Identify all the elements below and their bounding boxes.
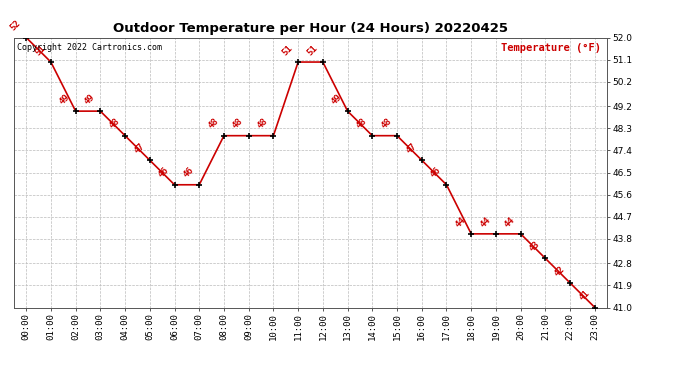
Text: 47: 47 — [404, 141, 418, 155]
Text: 46: 46 — [181, 166, 195, 180]
Text: 48: 48 — [206, 117, 220, 131]
Text: 41: 41 — [577, 289, 591, 303]
Text: 49: 49 — [58, 92, 72, 106]
Text: 47: 47 — [132, 141, 146, 155]
Text: 42: 42 — [553, 264, 566, 278]
Text: 48: 48 — [108, 117, 121, 131]
Text: 49: 49 — [83, 92, 97, 106]
Text: 44: 44 — [478, 215, 492, 229]
Title: Outdoor Temperature per Hour (24 Hours) 20220425: Outdoor Temperature per Hour (24 Hours) … — [113, 22, 508, 35]
Text: 48: 48 — [380, 117, 393, 131]
Text: 43: 43 — [528, 240, 542, 254]
Text: 51: 51 — [305, 43, 319, 57]
Text: 46: 46 — [428, 166, 443, 180]
Text: 51: 51 — [33, 43, 47, 57]
Text: 48: 48 — [256, 117, 270, 131]
Text: 51: 51 — [280, 43, 295, 57]
Text: 46: 46 — [157, 166, 171, 180]
Text: 48: 48 — [355, 117, 368, 131]
Text: 48: 48 — [231, 117, 245, 131]
Text: 52: 52 — [8, 19, 23, 33]
Text: 49: 49 — [330, 92, 344, 106]
Text: 44: 44 — [503, 215, 517, 229]
Text: Copyright 2022 Cartronics.com: Copyright 2022 Cartronics.com — [17, 43, 161, 52]
Text: 44: 44 — [453, 215, 468, 229]
Text: Temperature (°F): Temperature (°F) — [501, 43, 601, 53]
